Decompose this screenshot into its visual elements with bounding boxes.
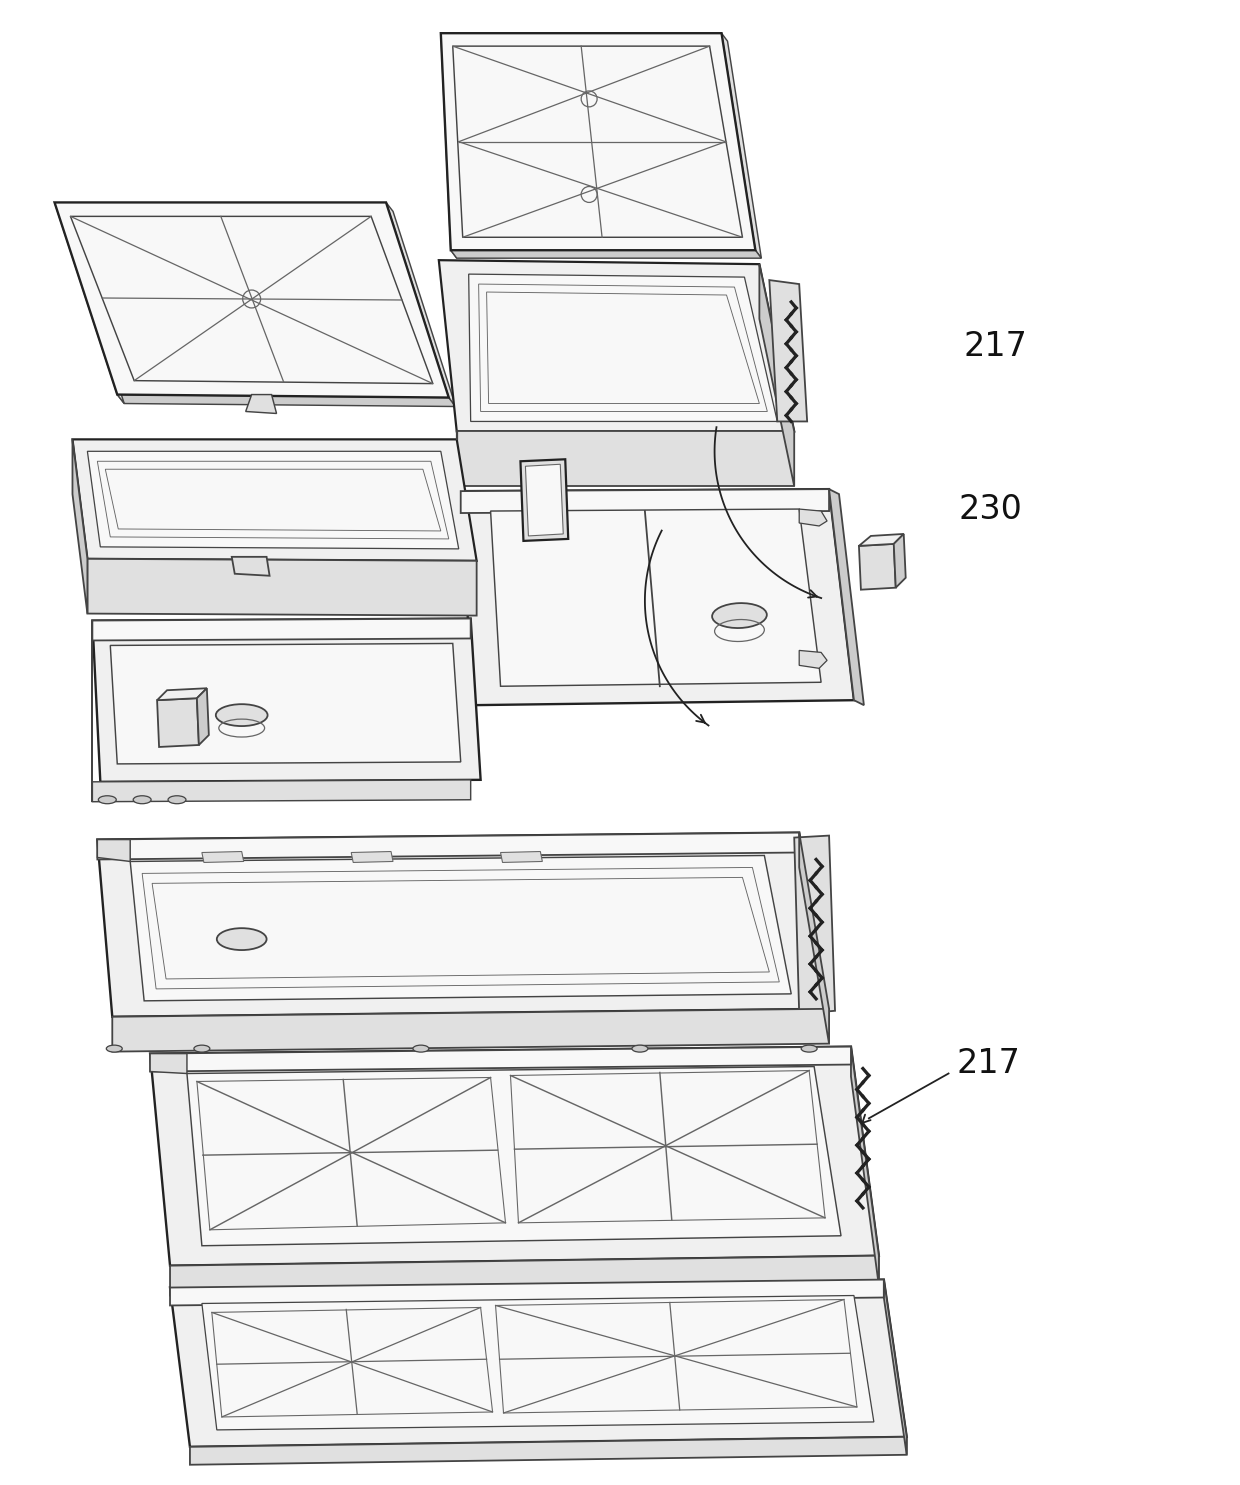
Polygon shape [202,851,244,863]
Polygon shape [110,643,461,763]
Polygon shape [461,489,830,512]
Polygon shape [202,1295,874,1430]
Polygon shape [440,33,755,249]
Polygon shape [440,33,456,258]
Polygon shape [800,833,830,1044]
Polygon shape [439,260,794,432]
Polygon shape [453,46,743,238]
Ellipse shape [133,796,151,803]
Polygon shape [526,465,563,536]
Polygon shape [170,1280,906,1446]
Polygon shape [759,264,794,486]
Polygon shape [232,557,269,576]
Ellipse shape [217,928,267,950]
Polygon shape [190,1437,906,1464]
Polygon shape [87,558,476,616]
Ellipse shape [98,796,117,803]
Polygon shape [55,202,449,398]
Polygon shape [98,839,130,861]
Polygon shape [496,1299,857,1414]
Polygon shape [456,432,794,486]
Polygon shape [55,202,124,404]
Polygon shape [150,1047,851,1072]
Polygon shape [150,1047,879,1265]
Polygon shape [92,780,471,802]
Polygon shape [98,833,830,1017]
Polygon shape [830,489,864,705]
Polygon shape [769,281,807,422]
Polygon shape [150,1053,187,1074]
Polygon shape [130,855,791,1001]
Polygon shape [71,217,433,383]
Polygon shape [113,1008,830,1051]
Polygon shape [87,451,459,549]
Polygon shape [884,1280,906,1455]
Polygon shape [72,440,476,561]
Polygon shape [170,1280,884,1305]
Polygon shape [859,535,904,546]
Polygon shape [521,459,568,541]
Polygon shape [800,509,827,526]
Polygon shape [511,1071,825,1222]
Text: 217: 217 [956,1047,1021,1080]
Polygon shape [187,1066,841,1246]
Polygon shape [894,535,905,588]
Polygon shape [92,619,471,640]
Polygon shape [469,275,777,422]
Polygon shape [246,395,277,413]
Text: 217: 217 [963,330,1027,364]
Polygon shape [351,851,393,863]
Ellipse shape [169,796,186,803]
Polygon shape [859,544,895,590]
Polygon shape [92,619,481,781]
Polygon shape [451,249,761,258]
Ellipse shape [801,1045,817,1051]
Polygon shape [157,688,207,701]
Ellipse shape [193,1045,210,1051]
Polygon shape [501,851,542,863]
Ellipse shape [216,704,268,726]
Polygon shape [157,698,198,747]
Ellipse shape [712,603,766,628]
Polygon shape [197,1078,506,1230]
Polygon shape [118,395,456,407]
Polygon shape [491,509,821,686]
Polygon shape [800,650,827,668]
Polygon shape [170,1256,879,1295]
Polygon shape [722,33,761,258]
Polygon shape [98,833,800,860]
Polygon shape [851,1047,879,1286]
Ellipse shape [632,1045,647,1051]
Ellipse shape [107,1045,123,1051]
Ellipse shape [413,1045,429,1051]
Text: 230: 230 [959,493,1022,526]
Polygon shape [197,688,208,745]
Polygon shape [72,440,87,613]
Polygon shape [386,202,456,407]
Polygon shape [461,489,854,705]
Polygon shape [794,836,835,1014]
Polygon shape [212,1307,492,1417]
